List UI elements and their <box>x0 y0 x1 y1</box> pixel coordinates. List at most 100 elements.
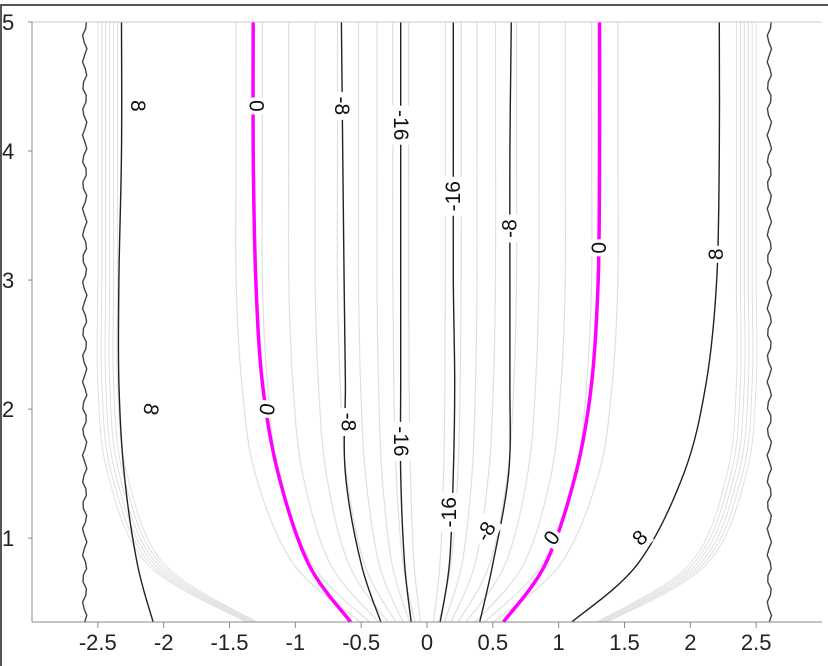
x-tick-label: -2.5 <box>79 630 117 655</box>
contour-label-halo <box>536 523 566 552</box>
minor-contour-line <box>465 22 540 623</box>
contour-label-halo <box>440 176 465 216</box>
minor-contour-line <box>104 22 251 623</box>
minor-contour-line <box>108 22 253 623</box>
contour-label-text: 8 <box>126 100 149 112</box>
contour-label-halo <box>468 513 503 550</box>
contour-label-text: 0 <box>244 100 267 112</box>
x-tick-label: 2.5 <box>741 630 772 655</box>
minor-contour-line <box>596 22 738 623</box>
x-tick-label: 1 <box>553 630 565 655</box>
minor-contour-line <box>376 22 411 623</box>
contour-line-0 <box>501 21 602 624</box>
minor-contour-line <box>357 22 404 623</box>
contour-label-halo <box>625 522 655 552</box>
contour-line-neg8 <box>340 21 382 623</box>
minor-contours <box>81 21 773 623</box>
contour-label-halo <box>138 398 165 420</box>
minor-contour-line <box>100 22 249 623</box>
boundary-contour-line <box>81 21 88 623</box>
contour-label-text: 0 <box>588 242 611 254</box>
contour-label: -8 <box>330 91 355 120</box>
contour-label-halo <box>126 97 151 115</box>
minor-contour-line <box>112 21 255 623</box>
x-tick-label: 0.5 <box>478 630 509 655</box>
minor-contour-line <box>336 22 397 623</box>
contour-label: -16 <box>389 105 414 145</box>
contour-label-text: 8 <box>705 248 728 260</box>
contour-label: -8 <box>496 214 521 243</box>
contour-label-text: -16 <box>438 497 461 527</box>
contour-line-0 <box>251 21 353 624</box>
contour-label-halo <box>244 97 269 115</box>
contour-label-halo <box>389 105 414 145</box>
contour-label-halo <box>330 91 355 120</box>
contour-label-halo <box>703 245 728 263</box>
minor-contour-line <box>601 22 746 623</box>
contour-label: 0 <box>244 97 269 115</box>
contour-line-neg16 <box>399 22 412 623</box>
contour-line-8 <box>571 21 721 623</box>
minor-contour-line <box>392 22 416 623</box>
minor-contour-line <box>607 22 758 623</box>
contour-label: 0 <box>254 398 281 420</box>
contour-label-text: 0 <box>254 401 279 417</box>
minor-contour-line <box>96 22 247 623</box>
minor-contour-line <box>116 22 258 623</box>
y-tick-label: 4 <box>2 139 14 164</box>
x-tick-label: 0 <box>421 630 433 655</box>
x-axis-ticks: -2.5 -2 -1.5 -1 -0.5 0 0.5 1 1.5 2 2.5 <box>79 622 772 655</box>
contour-line-neg16 <box>439 22 456 623</box>
contour-line-neg8 <box>479 21 512 623</box>
y-tick-label: 3 <box>2 268 14 293</box>
minor-contour-line <box>432 22 447 623</box>
minor-contour-line <box>314 22 389 623</box>
minor-contour-line <box>493 22 619 623</box>
contour-label-text: -16 <box>389 110 412 140</box>
contour-label: 8 <box>126 97 151 115</box>
minor-contour-line <box>599 22 742 623</box>
y-tick-label: 5 <box>2 10 14 35</box>
contour-label-text: -8 <box>498 219 521 238</box>
contour-label: 8 <box>703 245 728 263</box>
contour-label: -8 <box>337 408 361 436</box>
x-tick-label: -0.5 <box>342 630 380 655</box>
x-tick-label: -2 <box>154 630 174 655</box>
minor-contour-line <box>438 22 462 623</box>
y-tick-label: 1 <box>2 526 14 551</box>
contour-label-text: -16 <box>389 426 412 456</box>
y-axis-ticks: 1 2 3 4 5 <box>2 10 32 551</box>
minor-contour-line <box>407 22 422 623</box>
minor-contour-line <box>474 22 567 623</box>
x-tick-label: -1 <box>286 630 306 655</box>
top-margin <box>0 0 828 22</box>
contour-label-halo <box>337 408 361 436</box>
contour-label-halo <box>436 492 461 532</box>
contour-label: 0 <box>586 239 611 257</box>
minor-contour-line <box>287 22 380 623</box>
contour-label-text: 8 <box>138 401 163 417</box>
minor-contour-line <box>603 22 750 623</box>
contour-label: 0 <box>536 523 566 552</box>
boundary-contour-line <box>766 21 773 623</box>
contour-label: -16 <box>436 492 461 532</box>
contour-label-text: -8 <box>330 97 353 116</box>
minor-contour-line <box>261 22 370 623</box>
contour-label-halo <box>389 421 414 461</box>
minor-contour-line <box>450 22 497 623</box>
contour-line-8 <box>117 21 154 623</box>
minor-contour-line <box>605 22 754 623</box>
contour-label-text: -16 <box>442 181 465 211</box>
contour-label-halo <box>586 239 611 257</box>
contour-label-text: -8 <box>337 413 360 432</box>
minor-contour-line <box>235 22 361 623</box>
x-tick-label: 2 <box>684 630 696 655</box>
contour-label: -16 <box>389 421 414 461</box>
contour-label: -16 <box>440 176 465 216</box>
minor-contour-line <box>443 21 478 623</box>
x-tick-label: -1.5 <box>211 630 249 655</box>
contour-label-halo <box>496 214 521 243</box>
x-tick-label: 1.5 <box>609 630 640 655</box>
labeled-contours <box>117 21 721 624</box>
